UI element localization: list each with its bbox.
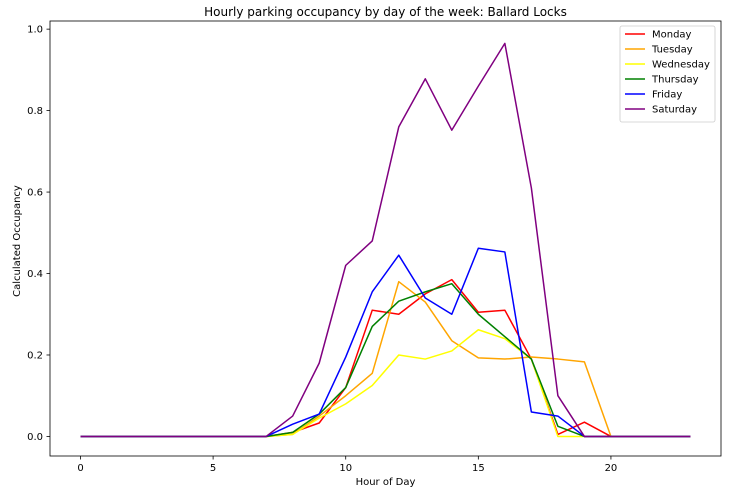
legend-label-saturday: Saturday [652, 105, 697, 116]
x-tick-label: 15 [472, 463, 485, 474]
plot-frame [49, 20, 722, 457]
legend-label-thursday: Thursday [651, 75, 699, 86]
x-tick-label: 0 [77, 463, 83, 474]
y-tick-label: 0.2 [27, 350, 43, 361]
x-tick-label: 10 [339, 463, 352, 474]
legend-label-monday: Monday [652, 30, 692, 41]
x-tick-label: 5 [210, 463, 216, 474]
legend-label-tuesday: Tuesday [651, 45, 693, 56]
y-tick-label: 0.0 [27, 432, 43, 443]
legend-label-wednesday: Wednesday [652, 60, 710, 71]
y-tick-label: 0.6 [27, 188, 43, 199]
y-tick-label: 0.8 [27, 106, 43, 117]
y-axis-ticks: 0.0 0.2 0.4 0.6 0.8 1.0 [27, 25, 50, 443]
x-tick-label: 20 [605, 463, 618, 474]
legend: Monday Tuesday Wednesday Thursday Friday Satu… [619, 25, 716, 123]
x-axis-label: Hour of Day [356, 477, 416, 488]
axes-frame [49, 20, 722, 457]
y-axis-label: Calculated Occupancy [12, 185, 23, 297]
x-axis-ticks: 0 5 10 15 20 [77, 456, 617, 474]
legend-box [619, 25, 716, 123]
chart-title: Hourly parking occupancy by day of the w… [204, 5, 567, 19]
y-tick-label: 0.4 [27, 269, 43, 280]
series-line-saturday [80, 42, 691, 438]
series-layer [80, 42, 691, 438]
y-tick-label: 1.0 [27, 25, 43, 36]
legend-label-friday: Friday [652, 90, 682, 101]
